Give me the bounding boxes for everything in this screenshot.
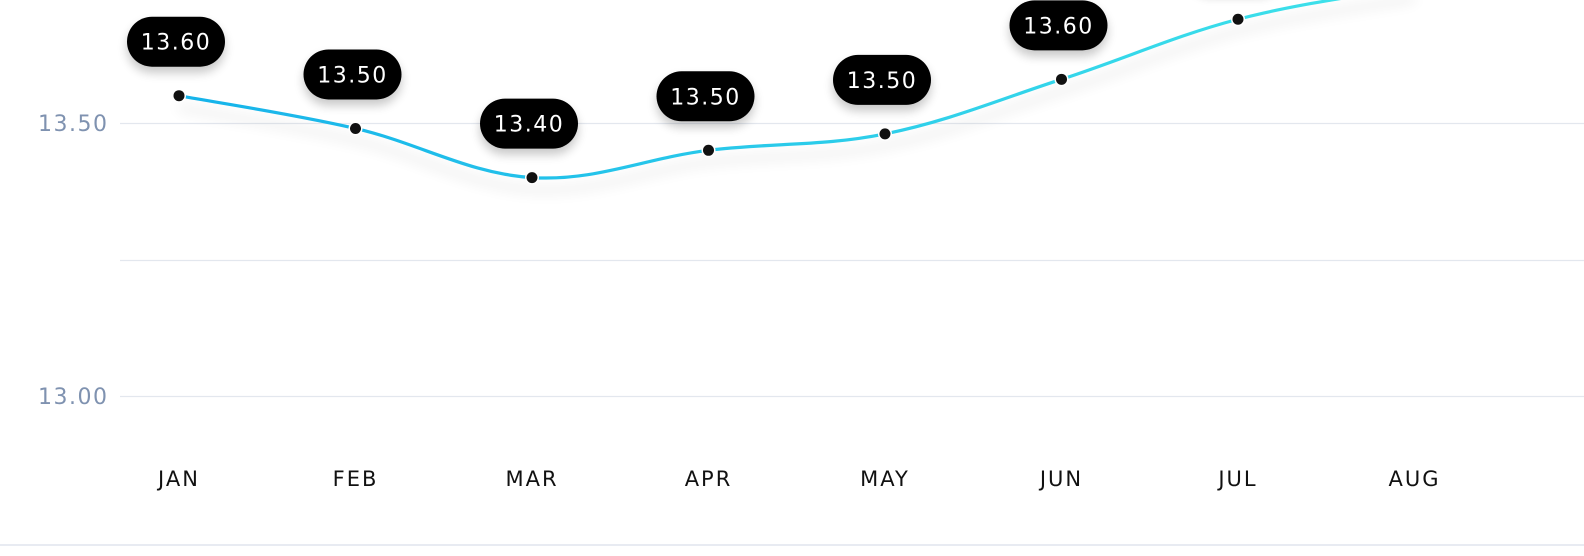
data-label: 13.50: [833, 54, 931, 105]
data-points: [172, 12, 1245, 185]
data-label-pill: [127, 16, 225, 67]
data-label-pill: [480, 98, 578, 149]
x-tick-label: MAR: [505, 467, 558, 491]
data-label: 13.60: [1009, 0, 1108, 51]
data-label-pill: [833, 54, 931, 105]
y-tick-label: 13.00: [38, 385, 108, 410]
x-tick-label: APR: [685, 467, 733, 491]
x-tick-label: AUG: [1388, 467, 1440, 491]
data-point[interactable]: [173, 90, 185, 102]
x-tick-label: JUL: [1216, 467, 1257, 491]
y-tick-label: 13.50: [38, 112, 108, 137]
data-point[interactable]: [879, 128, 891, 140]
data-label: 13.60: [127, 16, 225, 67]
series-line-group: [177, 0, 1341, 180]
data-label-pill: [1009, 0, 1108, 51]
data-label-text: 13.60: [141, 31, 211, 56]
x-axis: JAN FEB MAR APR MAY JUN JUL AUG: [156, 467, 1440, 491]
data-label: 13.50: [656, 71, 755, 122]
x-tick-label: JUN: [1038, 467, 1083, 491]
data-label: 13.40: [480, 98, 578, 149]
data-label: 13.50: [303, 49, 402, 100]
grid-lines: [120, 122, 1584, 398]
data-label-text: 13.50: [317, 63, 387, 88]
x-tick-label: MAY: [860, 467, 910, 491]
data-point[interactable]: [703, 144, 714, 156]
data-point[interactable]: [1232, 13, 1244, 25]
data-point[interactable]: [1056, 73, 1067, 85]
data-label-text: 13.50: [670, 85, 740, 110]
x-tick-label: FEB: [333, 467, 379, 491]
data-label-text: 13.60: [1023, 14, 1093, 39]
data-label-pill: [303, 49, 402, 100]
data-label-pill: [656, 71, 755, 122]
data-point[interactable]: [350, 122, 361, 134]
bottom-divider: [0, 544, 1584, 546]
data-label-text: 13.40: [494, 113, 564, 138]
x-tick-label: JAN: [156, 467, 200, 491]
data-label-text: 13.50: [847, 69, 917, 94]
series-line: [177, 0, 1341, 180]
data-point[interactable]: [526, 172, 538, 184]
